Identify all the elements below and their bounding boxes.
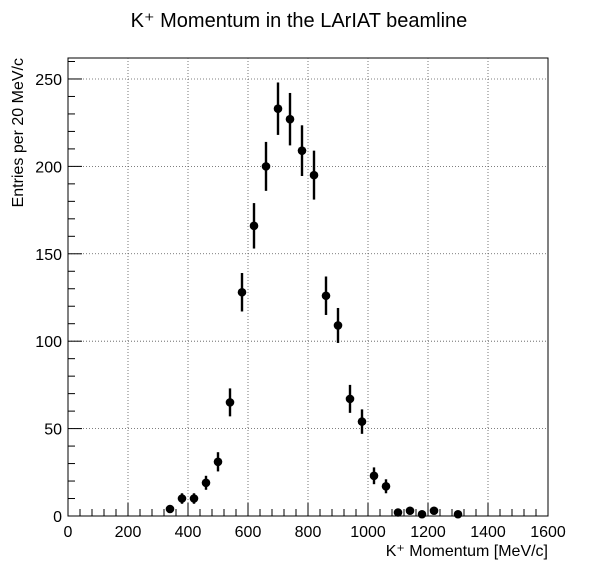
data-marker bbox=[249, 221, 259, 231]
y-tick-label: 50 bbox=[44, 422, 62, 439]
data-marker bbox=[261, 162, 271, 171]
y-axis-label: Entries per 20 MeV/c bbox=[10, 58, 27, 207]
data-marker bbox=[297, 146, 307, 155]
data-point bbox=[201, 475, 211, 490]
data-marker bbox=[189, 494, 199, 503]
data-point bbox=[285, 92, 295, 146]
data-point bbox=[369, 467, 379, 485]
y-tick-label: 250 bbox=[35, 72, 62, 89]
data-point bbox=[177, 493, 187, 504]
y-tick-label: 200 bbox=[35, 159, 62, 176]
data-marker bbox=[213, 457, 223, 467]
data-marker bbox=[393, 508, 403, 517]
data-marker bbox=[165, 504, 175, 514]
data-marker bbox=[345, 394, 355, 404]
x-tick-label: 600 bbox=[235, 524, 262, 541]
data-point bbox=[297, 125, 307, 176]
data-point bbox=[321, 276, 331, 315]
x-tick-label: 800 bbox=[295, 524, 322, 541]
x-tick-label: 1600 bbox=[530, 524, 566, 541]
data-point bbox=[333, 307, 343, 343]
data-point bbox=[357, 409, 367, 434]
data-marker bbox=[321, 291, 331, 301]
x-tick-label: 0 bbox=[64, 524, 73, 541]
x-tick-label: 1000 bbox=[350, 524, 386, 541]
data-series bbox=[165, 82, 463, 519]
data-point bbox=[345, 384, 355, 413]
data-point bbox=[405, 506, 415, 516]
data-marker bbox=[201, 478, 211, 488]
data-point bbox=[213, 452, 223, 472]
data-marker bbox=[381, 481, 391, 491]
data-point bbox=[273, 82, 283, 135]
data-marker bbox=[309, 170, 319, 180]
x-tick-label: 1400 bbox=[470, 524, 506, 541]
data-marker bbox=[333, 321, 343, 330]
y-tick-label: 150 bbox=[35, 247, 62, 264]
x-tick-label: 400 bbox=[175, 524, 202, 541]
data-marker bbox=[453, 509, 463, 519]
x-axis: 0 200 400 600 800 1000 1200 1400 1600 bbox=[64, 503, 566, 541]
data-marker bbox=[285, 114, 295, 124]
data-point bbox=[249, 203, 259, 249]
chart-title: K⁺ Momentum in the LArIAT beamline bbox=[131, 10, 468, 32]
x-tick-label: 1200 bbox=[410, 524, 446, 541]
data-point bbox=[261, 141, 271, 191]
data-point bbox=[189, 493, 199, 504]
data-point bbox=[453, 509, 463, 519]
data-marker bbox=[369, 471, 379, 481]
y-tick-label: 100 bbox=[35, 334, 62, 351]
data-point bbox=[381, 479, 391, 494]
data-point bbox=[417, 509, 427, 519]
data-marker bbox=[417, 509, 427, 519]
data-point bbox=[429, 506, 439, 516]
data-marker bbox=[177, 494, 187, 503]
data-marker bbox=[225, 398, 235, 407]
data-point bbox=[165, 504, 175, 514]
y-axis: 0 50 100 150 200 250 bbox=[35, 60, 82, 526]
data-marker bbox=[429, 506, 439, 516]
data-marker bbox=[405, 506, 415, 516]
grid bbox=[68, 58, 548, 516]
data-point bbox=[237, 273, 247, 312]
data-marker bbox=[237, 287, 247, 297]
data-marker bbox=[273, 104, 283, 113]
data-marker bbox=[357, 417, 367, 426]
y-tick-label: 0 bbox=[53, 509, 62, 526]
x-tick-label: 200 bbox=[115, 524, 142, 541]
data-point bbox=[225, 388, 235, 417]
data-point bbox=[309, 150, 319, 200]
x-axis-label: K⁺ Momentum [MeV/c] bbox=[386, 543, 548, 560]
data-point bbox=[393, 508, 403, 517]
